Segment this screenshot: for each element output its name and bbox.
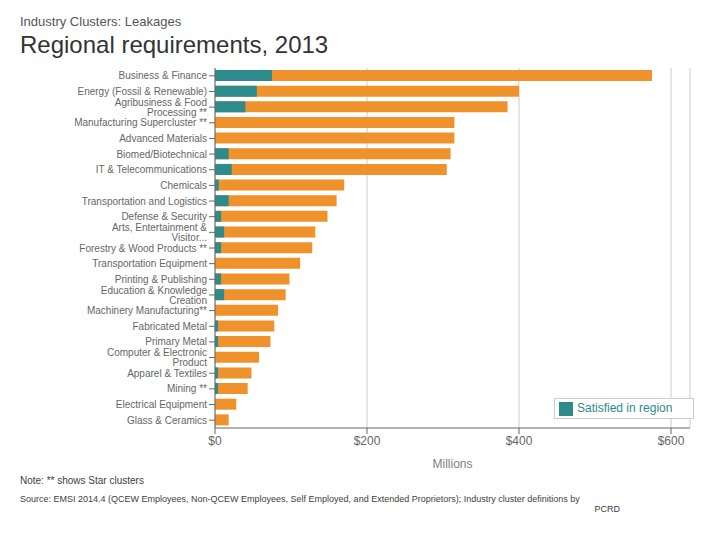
- html-text:PCRD: PCRD: [594, 504, 620, 514]
- svg-text:Fabricated Metal: Fabricated Metal: [133, 321, 207, 332]
- svg-text:Transportation Equipment: Transportation Equipment: [92, 258, 207, 269]
- svg-text:Glass & Ceramics: Glass & Ceramics: [127, 415, 207, 426]
- svg-text:Agribusiness & FoodProcessing: Agribusiness & FoodProcessing **: [115, 97, 207, 118]
- svg-text:Biomed/Biotechnical: Biomed/Biotechnical: [116, 149, 207, 160]
- svg-text:$0: $0: [208, 434, 222, 448]
- svg-text:Business & Finance: Business & Finance: [119, 70, 208, 81]
- html-text:Note: ** shows Star clusters: Note: ** shows Star clusters: [20, 475, 144, 486]
- svg-text:Electrical Equipment: Electrical Equipment: [116, 399, 207, 410]
- svg-text:Chemicals: Chemicals: [160, 180, 207, 191]
- html-text:Industry Clusters: Leakages: Industry Clusters: Leakages: [20, 14, 182, 29]
- svg-text:Manufacturing Supercluster **: Manufacturing Supercluster **: [74, 117, 207, 128]
- svg-text:Arts, Entertainment &Visitor..: Arts, Entertainment &Visitor...: [112, 222, 207, 243]
- svg-text:Primary Metal: Primary Metal: [145, 336, 207, 347]
- svg-text:Printing & Publishing: Printing & Publishing: [115, 274, 207, 285]
- svg-text:IT & Telecommunications: IT & Telecommunications: [96, 164, 207, 175]
- svg-text:Energy (Fossil & Renewable): Energy (Fossil & Renewable): [78, 86, 208, 97]
- svg-text:Machinery Manufacturing**: Machinery Manufacturing**: [87, 305, 207, 316]
- svg-text:Computer & ElectronicProduct: Computer & ElectronicProduct: [107, 347, 207, 368]
- svg-text:Forestry & Wood Products **: Forestry & Wood Products **: [79, 243, 207, 254]
- svg-text:Defense & Security: Defense & Security: [121, 211, 207, 222]
- svg-text:$200: $200: [354, 434, 381, 448]
- svg-text:Apparel & Textiles: Apparel & Textiles: [127, 368, 207, 379]
- svg-text:Millions: Millions: [432, 457, 472, 471]
- svg-text:$600: $600: [658, 434, 685, 448]
- svg-text:Mining **: Mining **: [167, 383, 207, 394]
- svg-text:Advanced Materials: Advanced Materials: [119, 133, 207, 144]
- svg-text:Transportation and Logistics: Transportation and Logistics: [82, 196, 207, 207]
- svg-text:Education & KnowledgeCreation: Education & KnowledgeCreation: [101, 285, 208, 306]
- html-text:Source: EMSI 2014.4 (QCEW Empl: Source: EMSI 2014.4 (QCEW Employees, Non…: [20, 494, 580, 504]
- svg-text:$400: $400: [506, 434, 533, 448]
- html-text:Regional requirements, 2013: Regional requirements, 2013: [20, 31, 329, 58]
- html-text:Satisfied in region: Satisfied in region: [577, 401, 673, 415]
